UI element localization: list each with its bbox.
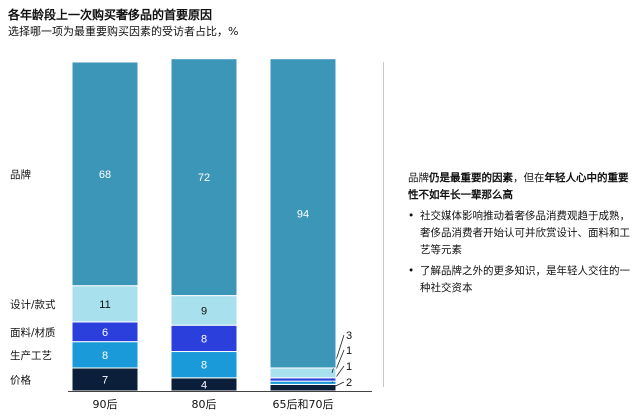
- category-label: 90后: [93, 398, 118, 411]
- series-label: 品牌: [10, 168, 31, 181]
- data-label: 1: [346, 361, 352, 373]
- data-label: 72: [198, 172, 210, 184]
- data-label: 3: [346, 330, 352, 342]
- bar-segment: [269, 383, 337, 392]
- bar-segment: [269, 58, 337, 369]
- panel-bullet: • 了解品牌之外的更多知识，是年轻人交往的一种社交资本: [408, 263, 633, 297]
- panel-divider: [383, 62, 384, 387]
- bar-segment: [170, 351, 238, 379]
- series-label: 设计/款式: [10, 298, 56, 311]
- data-label: 9: [201, 305, 207, 317]
- data-label: 68: [99, 169, 111, 181]
- data-label: 11: [99, 299, 110, 311]
- data-label: 1: [346, 345, 352, 357]
- bar-segment: [170, 58, 238, 297]
- bullet-icon: •: [408, 265, 415, 277]
- data-label: 8: [201, 360, 207, 372]
- data-label: 7: [102, 374, 108, 386]
- panel-headline: 品牌仍是最重要的因素，但在年轻人心中的重要性不如年长一辈那么高: [408, 170, 633, 204]
- data-label: 2: [346, 377, 352, 389]
- chart-title: 各年龄段上一次购买奢侈品的首要原因: [8, 8, 213, 22]
- bullet-text: 了解品牌之外的更多知识，是年轻人交往的一种社交资本: [420, 265, 630, 294]
- bar-segment: [71, 285, 139, 323]
- data-label: 4: [201, 379, 207, 391]
- bar-segment: [269, 367, 337, 379]
- series-label: 生产工艺: [10, 349, 52, 362]
- category-label: 80后: [192, 398, 217, 411]
- chart-subtitle: 选择哪一项为最重要购买因素的受访者占比，%: [8, 25, 239, 38]
- panel-bullet-list: • 社交媒体影响推动着奢侈品消费观趋于成熟，奢侈品消费者开始认可并欣赏设计、面料和…: [408, 208, 633, 297]
- leader-line: [331, 381, 345, 389]
- bar-segment: [170, 295, 238, 326]
- series-label: 面料/材质: [10, 326, 56, 339]
- series-label: 价格: [10, 373, 31, 386]
- bullet-text: 社交媒体影响推动着奢侈品消费观趋于成熟，奢侈品消费者开始认可并欣赏设计、面料和工…: [420, 210, 630, 256]
- insight-panel: 品牌仍是最重要的因素，但在年轻人心中的重要性不如年长一辈那么高 • 社交媒体影响推…: [408, 170, 633, 301]
- data-label: 8: [102, 350, 108, 362]
- bullet-icon: •: [408, 210, 415, 222]
- headline-part-bold: 仍是最重要的因素: [429, 172, 513, 184]
- category-label: 65后和70后: [273, 398, 334, 411]
- headline-part: ，但在: [513, 172, 545, 184]
- data-label: 94: [297, 208, 309, 220]
- data-label: 6: [102, 327, 108, 339]
- headline-part-bold: 年轻人心中的重要性不如年长一辈那么高: [408, 172, 629, 201]
- bar-segment: [71, 341, 139, 369]
- headline-part: 品牌: [408, 172, 429, 184]
- bar-segment: [71, 61, 139, 287]
- panel-bullet: • 社交媒体影响推动着奢侈品消费观趋于成熟，奢侈品消费者开始认可并欣赏设计、面料和…: [408, 208, 633, 259]
- data-label: 8: [201, 333, 207, 345]
